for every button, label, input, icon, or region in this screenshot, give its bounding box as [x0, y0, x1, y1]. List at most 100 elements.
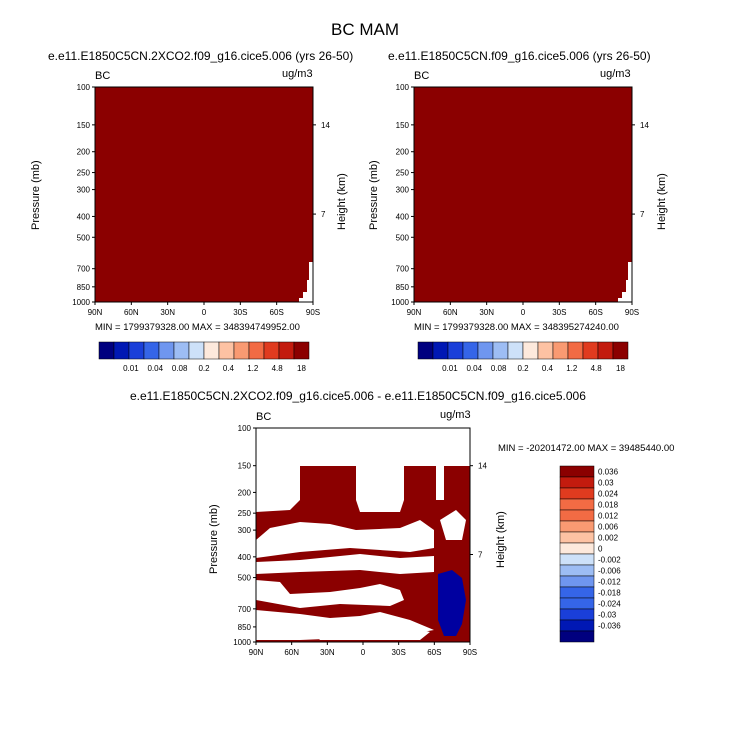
panel2-ytick-label: 100 [396, 83, 410, 92]
panel3-colorbar-label: 0.006 [598, 523, 619, 532]
panel2-colorbar-label: 0.01 [442, 364, 458, 373]
panel2-xtick-label: 60N [443, 308, 458, 317]
panel3-colorbar-box [559, 542, 595, 555]
panel3-ytick-label: 250 [238, 509, 252, 518]
panel3-colorbar-box [559, 487, 595, 500]
panel2-ytick-label: 200 [396, 148, 410, 157]
panel3-yright-tick-label: 7 [478, 550, 483, 559]
panel3-colorbar-box [559, 564, 595, 577]
panel3-ytick-label: 300 [238, 526, 252, 535]
panel2-colorbar-label: 0.04 [466, 364, 482, 373]
panel3-colorbar-label: -0.024 [598, 600, 621, 609]
panel3-colorbar-box [559, 608, 595, 621]
panel3-ytick-label: 400 [238, 553, 252, 562]
panel3-stats: MIN = -20201472.00 MAX = 39485440.00 [498, 443, 675, 454]
panel2-title: e.e11.E1850C5CN.f09_g16.cice5.006 (yrs 2… [388, 49, 651, 63]
panel2-stats: MIN = 1799379328.00 MAX = 348395274240.0… [414, 322, 619, 333]
panel3-xtick-label: 0 [361, 648, 366, 657]
panel1-title: e.e11.E1850C5CN.2XCO2.f09_g16.cice5.006 … [48, 49, 354, 63]
panel1-colorbar-label: 0.4 [223, 364, 235, 373]
panel3-xtick-label: 60S [427, 648, 441, 657]
panel2-white-notch [618, 262, 632, 302]
panel1-ytick-label: 150 [77, 121, 91, 130]
panel2-xtick-label: 90N [407, 308, 422, 317]
panel2-xtick-label: 30S [552, 308, 566, 317]
panel1-ytick-label: 250 [77, 169, 91, 178]
panel1-white-notch [299, 262, 313, 302]
panel2-colorbar: 0.01 0.04 0.08 0.2 0.4 1.2 4.8 18 [417, 341, 629, 373]
panel3-colorbar-label: 0.012 [598, 512, 619, 521]
panel3-field [256, 466, 470, 642]
panel1-xtick-label: 90N [88, 308, 103, 317]
panel3-colorbar-box [559, 586, 595, 599]
panel1-xtick-label: 60S [270, 308, 284, 317]
panel1-ytick-label: 1000 [72, 298, 90, 307]
panel3-title: e.e11.E1850C5CN.2XCO2.f09_g16.cice5.006 … [130, 389, 586, 403]
panel1-ytick-label: 400 [77, 212, 91, 221]
panel3-colorbar-label: 0.024 [598, 490, 619, 499]
panel1-colorbar: 0.01 0.04 0.08 0.2 0.4 1.2 4.8 18 [98, 341, 310, 373]
panel3-corner-left: BC [256, 411, 272, 423]
panel3-blue-region [438, 570, 466, 636]
panel3-ytick-label: 700 [238, 605, 252, 614]
panel3-xtick-label: 90N [249, 648, 264, 657]
panel2-corner-left: BC [414, 70, 430, 82]
panel1-colorbar-label: 0.04 [147, 364, 163, 373]
panel1-ytick-label: 300 [77, 186, 91, 195]
panel1-field [95, 87, 313, 302]
panel1-colorbar-label: 0.01 [123, 364, 139, 373]
panel1-xtick-label: 30N [160, 308, 175, 317]
panel2-ytick-label: 1000 [391, 298, 409, 307]
panel3-colorbar-box [559, 531, 595, 544]
panel2-colorbar-label: 18 [616, 364, 625, 373]
panel3-colorbar-label: 0.036 [598, 468, 619, 477]
panel3-ytick-label: 850 [238, 623, 252, 632]
panel2-colorbar-label: 1.2 [566, 364, 578, 373]
panel2-yright-tick-label: 14 [640, 121, 649, 130]
panel1-ytick-label: 200 [77, 148, 91, 157]
panel2-ytick-label: 400 [396, 212, 410, 221]
panel3-ytick-label: 500 [238, 574, 252, 583]
panel3-ytick-label: 1000 [233, 638, 251, 647]
panel3-colorbar-label: -0.018 [598, 589, 621, 598]
panel3-colorbar-box [559, 465, 595, 478]
panel2-ytick-label: 150 [396, 121, 410, 130]
panel2-ytick-label: 250 [396, 169, 410, 178]
panel1-yright-tick-label: 7 [321, 210, 326, 219]
panel2-yright-tick-label: 7 [640, 210, 645, 219]
panel2-xtick-label: 90S [625, 308, 639, 317]
panel3-ylabel: Pressure (mb) [208, 504, 220, 574]
panel2-axes: 100 150 200 250 300 400 500 700 850 1000 14 7 90N 60N… [391, 83, 649, 317]
panel2-field [414, 87, 632, 302]
panel1-yright-tick-label: 14 [321, 121, 330, 130]
panel3-xtick-label: 30S [392, 648, 406, 657]
panel2-xtick-label: 0 [521, 308, 526, 317]
panel3-yright-tick-label: 14 [478, 462, 487, 471]
panel2-colorbar-label: 0.2 [517, 364, 529, 373]
panel1-corner-right: ug/m3 [282, 68, 313, 80]
panel2-ytick-label: 700 [396, 265, 410, 274]
panel1-colorbar-label: 1.2 [247, 364, 259, 373]
panel1-colorbar-label: 0.08 [172, 364, 188, 373]
panel1-colorbar-label: 18 [297, 364, 306, 373]
panel1-ytick-label: 500 [77, 233, 91, 242]
panel3-colorbar-box [559, 619, 595, 632]
panel3-colorbar-box [559, 509, 595, 522]
panel3-colorbar-label: -0.036 [598, 622, 621, 631]
panel3-colorbar-label: 0.002 [598, 534, 619, 543]
panel2-corner-right: ug/m3 [600, 68, 631, 80]
panel3-colorbar: 0.036 0.03 0.024 0.018 0.012 0.006 0.002 0 -0.00… [559, 465, 621, 643]
panel3-colorbar-box [559, 553, 595, 566]
panel1-ytick-label: 850 [77, 283, 91, 292]
panel3-ytick-label: 100 [238, 424, 252, 433]
panel3-colorbar-box [559, 630, 595, 643]
panel3-xtick-label: 60N [284, 648, 299, 657]
panel1-colorbar-label: 4.8 [272, 364, 284, 373]
panel2-colorbar-label: 0.4 [542, 364, 554, 373]
panel3-ylabel-right: Height (km) [495, 511, 507, 568]
panel1-corner-left: BC [95, 70, 111, 82]
panel2-ytick-label: 850 [396, 283, 410, 292]
main-title: BC MAM [331, 20, 399, 39]
panel3-colorbar-box [559, 575, 595, 588]
panel2-ytick-label: 500 [396, 233, 410, 242]
